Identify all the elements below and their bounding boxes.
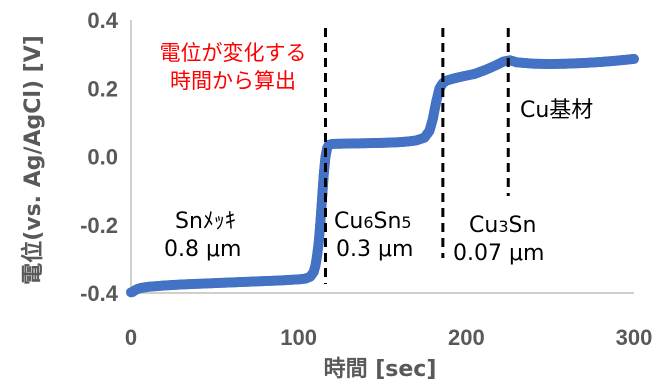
x-tick-label: 100 [280, 325, 317, 350]
sn-thickness: 0.8 μm [164, 237, 241, 262]
cu3sn-label: Cu3Sn [469, 213, 536, 238]
x-tick-label: 300 [616, 325, 653, 350]
y-tick-label: 0.0 [87, 145, 118, 170]
x-tick-label: 200 [448, 325, 485, 350]
y-axis-title: 電位(vs. Ag/AgCl) [V] [20, 35, 46, 285]
cu3sn-thickness: 0.07 μm [453, 241, 544, 266]
cu6sn5-thickness: 0.3 μm [336, 237, 413, 262]
x-tick-labels: 0 100 200 300 [125, 325, 652, 350]
phase-boundary-lines [323, 28, 510, 284]
cu6sn5-label: Cu6Sn5 [334, 209, 412, 234]
y-tick-label: -0.4 [80, 281, 119, 306]
cu-substrate-label: Cu基材 [520, 98, 593, 123]
y-tick-label: 0.2 [87, 76, 118, 101]
calc-note-line2: 時間から算出 [170, 69, 296, 93]
x-axis-title: 時間 [sec] [324, 357, 437, 382]
y-tick-labels: 0.4 0.2 0.0 -0.2 -0.4 [80, 8, 119, 306]
sn-plating-label: Snﾒｯｷ [175, 209, 236, 234]
calc-note-line1: 電位が変化する [160, 41, 307, 65]
y-tick-label: -0.2 [80, 213, 118, 238]
x-tick-label: 0 [125, 325, 137, 350]
y-tick-label: 0.4 [87, 8, 118, 33]
data-point [629, 53, 639, 64]
